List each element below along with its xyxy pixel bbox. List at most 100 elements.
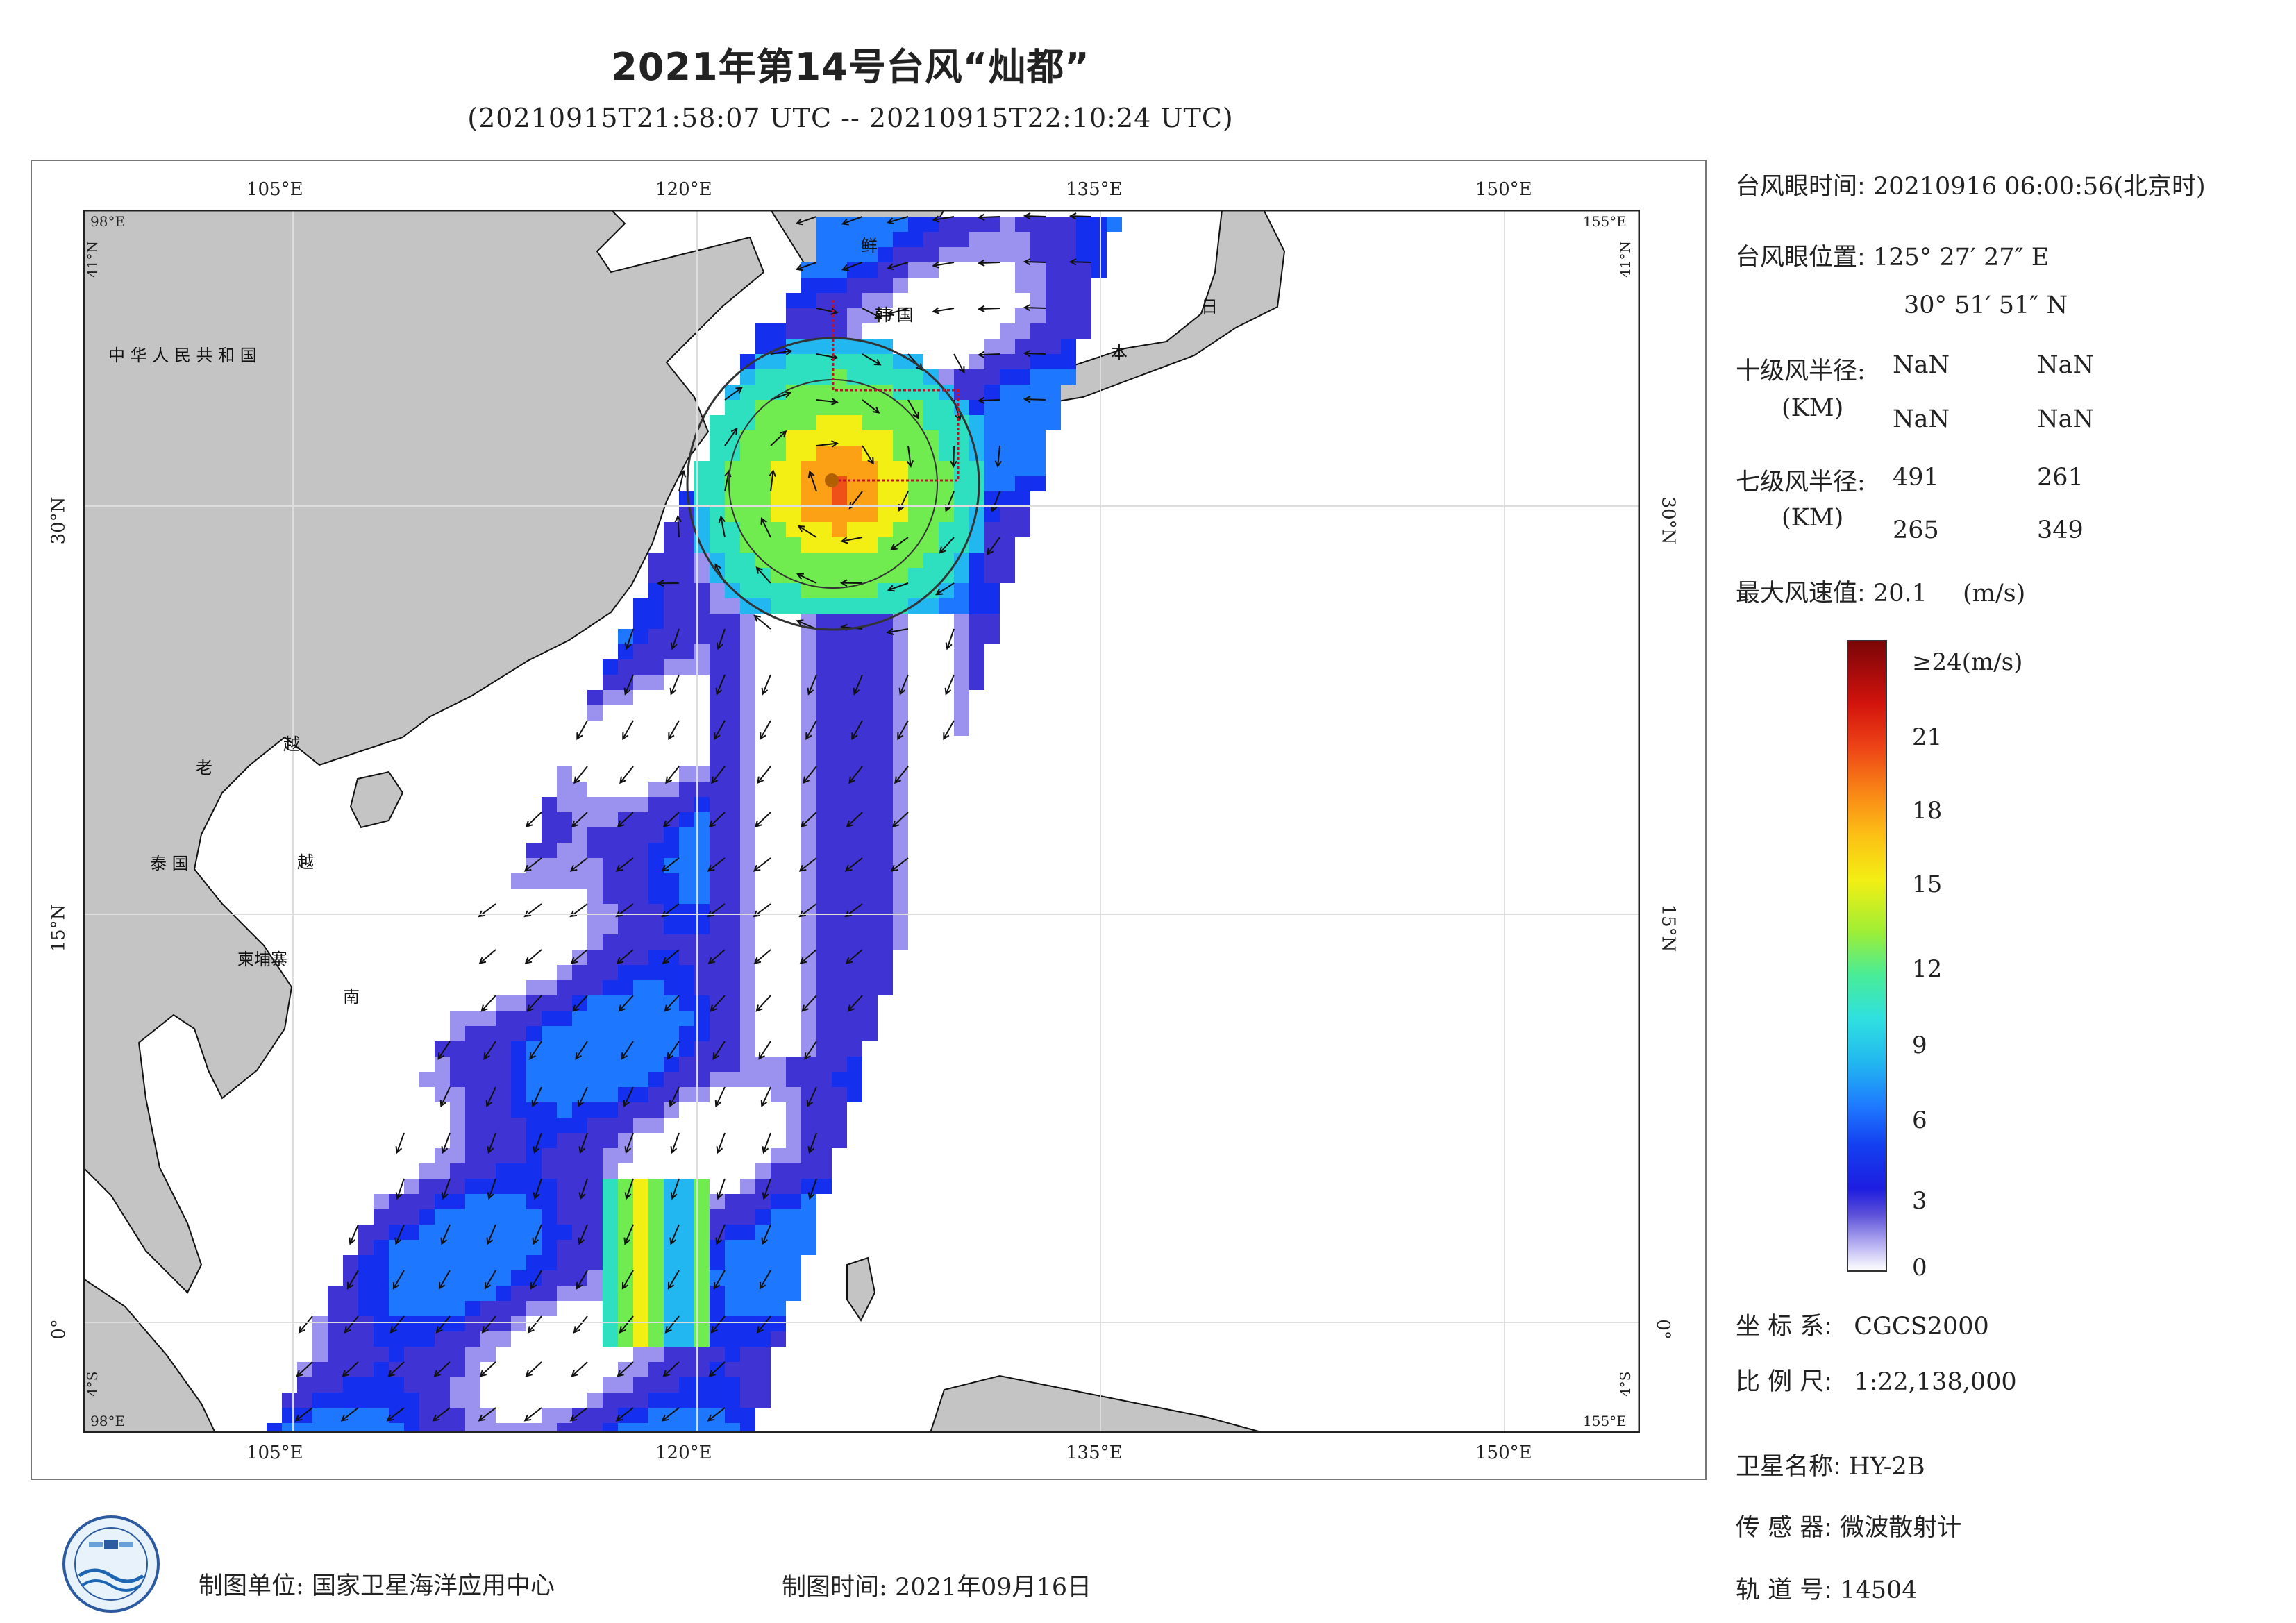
wind-cell bbox=[847, 644, 862, 659]
wind-cell bbox=[694, 1087, 710, 1102]
wind-arrow bbox=[670, 628, 680, 650]
wind-cell bbox=[648, 705, 664, 721]
wind-cell bbox=[878, 446, 893, 461]
wind-cell bbox=[557, 1393, 572, 1408]
wind-arrow bbox=[770, 348, 793, 355]
wind-cell bbox=[801, 782, 816, 797]
wind-cell bbox=[832, 278, 847, 293]
wind-cell bbox=[648, 1331, 664, 1347]
wind-cell bbox=[923, 430, 939, 446]
wind-cell bbox=[1015, 430, 1030, 446]
wind-cell bbox=[771, 659, 786, 675]
wind-cell bbox=[801, 705, 816, 721]
wind-cell bbox=[1000, 339, 1015, 354]
wind-cell bbox=[893, 705, 908, 721]
wind-cell bbox=[923, 293, 939, 308]
wind-cell bbox=[694, 1118, 710, 1133]
wind-cell bbox=[832, 293, 847, 308]
wind-arrow bbox=[760, 1086, 771, 1108]
wind-cell bbox=[832, 446, 847, 461]
wind-cell bbox=[984, 568, 1000, 583]
wind-cell bbox=[511, 1331, 526, 1347]
wind-cell bbox=[419, 1133, 435, 1148]
wind-cell bbox=[832, 919, 847, 934]
wind-cell bbox=[542, 827, 557, 843]
wind-cell bbox=[633, 1118, 648, 1133]
wind-cell bbox=[939, 278, 954, 293]
r7-unit: (KM) bbox=[1782, 504, 1844, 532]
wind-cell bbox=[771, 904, 786, 919]
wind-cell bbox=[862, 1011, 878, 1026]
wind-cell bbox=[633, 1179, 648, 1194]
wind-cell bbox=[862, 278, 878, 293]
wind-cell bbox=[664, 827, 679, 843]
wind-cell bbox=[878, 354, 893, 369]
wind-cell bbox=[923, 232, 939, 247]
wind-arrow bbox=[708, 812, 726, 828]
wind-cell bbox=[496, 1194, 511, 1209]
wind-cell bbox=[694, 1041, 710, 1057]
wind-cell bbox=[984, 507, 1000, 522]
wind-cell bbox=[710, 965, 725, 980]
wind-cell bbox=[771, 1316, 786, 1331]
wind-cell bbox=[648, 1133, 664, 1148]
wind-cell bbox=[587, 1179, 603, 1194]
wind-arrow bbox=[844, 857, 863, 872]
wind-cell bbox=[1015, 385, 1030, 400]
corner-br-lat: 4°S bbox=[1617, 1372, 1634, 1397]
wind-cell bbox=[801, 1194, 816, 1209]
wind-cell bbox=[374, 1255, 389, 1270]
wind-cell bbox=[878, 553, 893, 568]
wind-cell bbox=[816, 400, 832, 415]
wind-cell bbox=[511, 1026, 526, 1041]
wind-cell bbox=[847, 293, 862, 308]
wind-cell bbox=[786, 1255, 801, 1270]
wind-cell bbox=[435, 1087, 450, 1102]
wind-cell bbox=[648, 583, 664, 598]
wind-cell bbox=[480, 1377, 496, 1393]
wind-cell bbox=[923, 690, 939, 705]
wind-cell bbox=[740, 1011, 755, 1026]
wind-cell bbox=[526, 1148, 542, 1163]
wind-cell bbox=[862, 629, 878, 644]
wind-arrow bbox=[707, 1407, 726, 1422]
wind-cell bbox=[725, 782, 740, 797]
wind-cell bbox=[404, 1316, 419, 1331]
wind-cell bbox=[542, 1148, 557, 1163]
wind-cell bbox=[694, 889, 710, 904]
wind-cell bbox=[832, 1133, 847, 1148]
wind-cell bbox=[786, 430, 801, 446]
wind-cell bbox=[480, 1102, 496, 1118]
wind-arrow bbox=[487, 1132, 496, 1154]
wind-cell bbox=[969, 583, 984, 598]
wind-cell bbox=[496, 1393, 511, 1408]
wind-cell bbox=[603, 1331, 618, 1347]
wind-cell bbox=[878, 843, 893, 858]
wind-arrow bbox=[759, 1270, 771, 1290]
wind-cell bbox=[358, 1270, 374, 1286]
wind-cell bbox=[1030, 415, 1046, 430]
wind-cell bbox=[618, 889, 633, 904]
wind-cell bbox=[786, 446, 801, 461]
wind-cell bbox=[312, 1347, 328, 1362]
scale-row: 比 例 尺: 1:22,138,000 bbox=[1736, 1362, 2017, 1397]
wind-cell bbox=[511, 1347, 526, 1362]
wind-cell bbox=[816, 736, 832, 751]
wind-arrow bbox=[619, 1315, 634, 1334]
wind-arrow bbox=[715, 674, 726, 696]
wind-cell bbox=[710, 583, 725, 598]
wind-cell bbox=[710, 568, 725, 583]
wind-cell bbox=[939, 705, 954, 721]
wind-cell bbox=[404, 1331, 419, 1347]
wind-cell bbox=[847, 1026, 862, 1041]
wind-cell bbox=[755, 446, 771, 461]
wind-cell bbox=[1015, 491, 1030, 507]
wind-cell bbox=[969, 323, 984, 339]
wind-cell bbox=[740, 675, 755, 690]
wind-cell bbox=[1030, 385, 1046, 400]
wind-cell bbox=[755, 1148, 771, 1163]
wind-cell bbox=[633, 980, 648, 995]
wind-cell bbox=[710, 522, 725, 537]
r7-value-nw: 349 bbox=[2037, 516, 2084, 544]
wind-arrow bbox=[848, 766, 863, 784]
